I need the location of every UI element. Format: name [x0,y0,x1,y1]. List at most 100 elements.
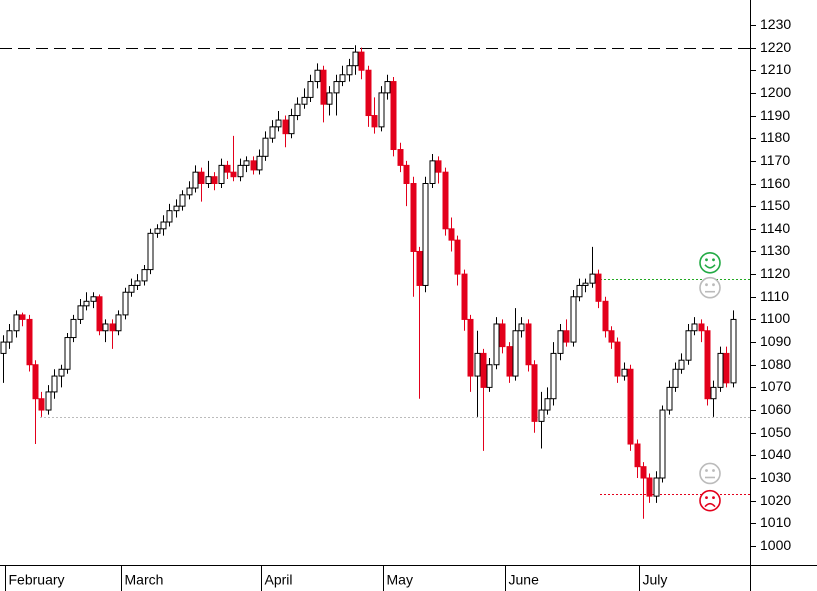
candle-body [410,183,417,252]
candle-body [224,164,231,173]
candle-body [77,305,84,320]
candle-body [179,194,186,207]
candle-body [691,323,698,332]
candle-body [704,330,711,400]
candle-body [102,323,109,332]
candle-body [109,323,116,332]
candle-body [403,164,410,185]
candle-body [320,69,327,105]
candle-body [640,466,647,479]
candle-body [64,337,71,370]
candle-body [256,155,263,171]
candle-body [531,364,538,422]
candle-body [570,296,577,343]
sentiment-icon [699,276,721,299]
candle-body [384,81,391,94]
candle-body [659,409,666,479]
y-tick-label: 1030 [760,469,791,485]
candle-body [173,205,180,212]
x-tick-label: June [509,572,540,588]
y-tick-label: 1230 [760,16,791,32]
y-tick-label: 1100 [760,310,790,326]
candle-body [90,296,97,302]
candle-body [314,69,321,83]
candle-body [38,398,45,411]
candle-body [634,443,641,468]
candle-body [13,314,20,332]
candle-body [243,160,250,166]
candle-body [160,221,167,230]
y-tick-label: 1130 [760,242,790,258]
candle-body [621,368,628,377]
candle-body [390,81,397,151]
x-tick-label: May [387,572,413,588]
candle-body [96,296,103,332]
y-tick-label: 1070 [760,378,791,394]
candle-body [58,368,65,377]
candle-body [557,330,564,354]
candle-body [378,92,385,128]
candle-body [365,69,372,117]
candle-body [499,323,506,348]
candle-body [563,330,570,343]
candle-body [51,375,58,393]
candle-body [154,228,161,234]
y-tick-label: 1080 [760,356,791,372]
y-tick-label: 1010 [760,514,791,530]
y-tick-label: 1180 [760,129,790,145]
candle-body [307,81,314,98]
candle-body [282,119,289,135]
candle-body [269,126,276,139]
candle-body [512,330,519,377]
candle-body [435,160,442,173]
candle-body [230,171,237,178]
x-tick-label: March [125,572,164,588]
candle-body [128,284,135,293]
y-tick-label: 1050 [760,424,791,440]
sentiment-icon [699,462,721,485]
candle-body [429,160,436,185]
candle-body [608,330,615,343]
sentiment-icon [699,489,721,512]
candle-body [525,323,532,366]
candle-body [627,368,634,445]
candle-body [442,171,449,230]
x-tick-label: April [265,572,293,588]
candle-body [723,352,730,384]
candle-body [595,273,602,302]
candle-body [45,391,52,411]
candle-body [518,323,525,332]
candle-body [454,239,461,275]
y-tick-label: 1020 [760,492,791,508]
candle-body [614,341,621,377]
candle-body [147,232,154,271]
y-tick-label: 1090 [760,333,791,349]
candle-body [32,364,39,400]
candle-body [6,330,13,343]
candle-body [339,74,346,83]
candle-body [352,51,359,67]
y-tick-label: 1120 [760,265,790,281]
candle-body [19,314,26,320]
candle-body [397,149,404,166]
candle-body [346,65,353,76]
candle-body [646,477,653,497]
candle-body [371,115,378,128]
candle-body [672,368,679,388]
y-tick-label: 1210 [760,61,791,77]
candle-body [486,364,493,388]
y-tick-label: 1060 [760,401,791,417]
candle-body [166,210,173,223]
candle-body [698,323,705,332]
candle-body [602,300,609,332]
candle-body [653,477,660,497]
candle-body [141,269,148,282]
y-tick-label: 1140 [760,220,790,236]
candle-body [262,137,269,157]
y-tick-label: 1220 [760,39,791,55]
candle-body [493,323,500,366]
y-tick-label: 1110 [760,288,789,304]
candle-body [26,318,33,366]
candle-body [461,273,468,320]
candle-body [480,352,487,388]
